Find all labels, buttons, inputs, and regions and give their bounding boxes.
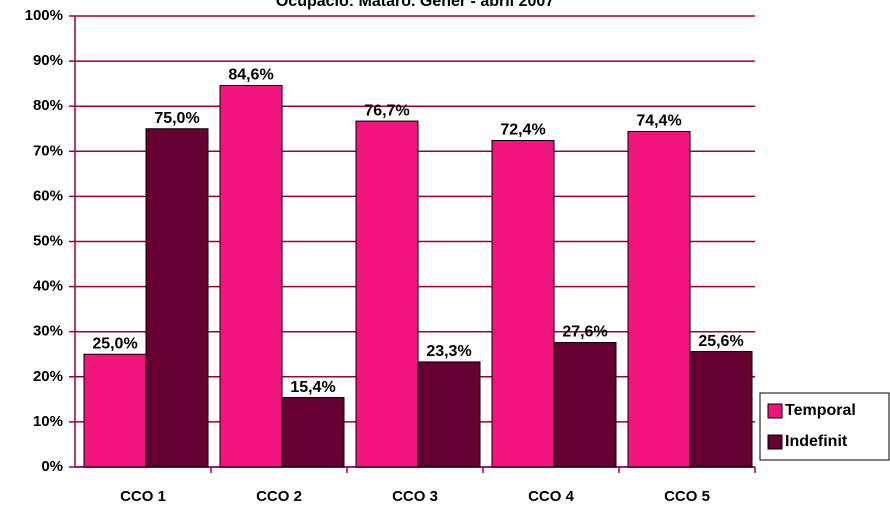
legend-swatch xyxy=(767,434,783,450)
data-label: 25,0% xyxy=(92,335,137,352)
bar xyxy=(689,351,753,468)
x-tick-label: CCO 3 xyxy=(392,488,438,505)
legend-swatch xyxy=(767,403,783,419)
bar xyxy=(219,84,283,468)
y-tick-label: 40% xyxy=(33,278,63,295)
bar xyxy=(83,353,147,468)
bar xyxy=(627,130,691,468)
data-label: 74,4% xyxy=(636,113,681,130)
bar xyxy=(491,139,555,468)
data-label: 72,4% xyxy=(500,122,545,139)
y-tick-label: 100% xyxy=(25,7,63,24)
data-label: 75,0% xyxy=(154,110,199,127)
y-tick-label: 80% xyxy=(33,97,63,114)
x-tick-label: CCO 2 xyxy=(256,488,302,505)
data-label: 76,7% xyxy=(364,102,409,119)
legend-label: Temporal xyxy=(785,402,856,419)
x-tick-label: CCO 1 xyxy=(120,488,166,505)
y-tick-label: 60% xyxy=(33,187,63,204)
y-tick-label: 30% xyxy=(33,323,63,340)
x-tick-label: CCO 5 xyxy=(664,488,710,505)
y-tick-label: 50% xyxy=(33,232,63,249)
data-label: 84,6% xyxy=(228,67,273,84)
bar xyxy=(553,342,617,468)
bar xyxy=(417,361,481,468)
y-tick-label: 20% xyxy=(33,368,63,385)
y-tick-label: 90% xyxy=(33,52,63,69)
x-tick-label: CCO 4 xyxy=(528,488,575,505)
data-label: 15,4% xyxy=(290,379,335,396)
y-tick-label: 0% xyxy=(41,458,63,475)
chart-title: Ocupació: Mataró. Gener - abril 2007 xyxy=(276,0,554,10)
data-label: 23,3% xyxy=(426,343,471,360)
y-tick-label: 10% xyxy=(33,413,63,430)
legend-label: Indefinit xyxy=(785,433,848,450)
data-label: 25,6% xyxy=(698,333,743,350)
y-tick-label: 70% xyxy=(33,142,63,159)
bar xyxy=(145,128,209,468)
bar xyxy=(281,397,345,468)
bar xyxy=(355,120,419,468)
data-label: 27,6% xyxy=(562,324,607,341)
